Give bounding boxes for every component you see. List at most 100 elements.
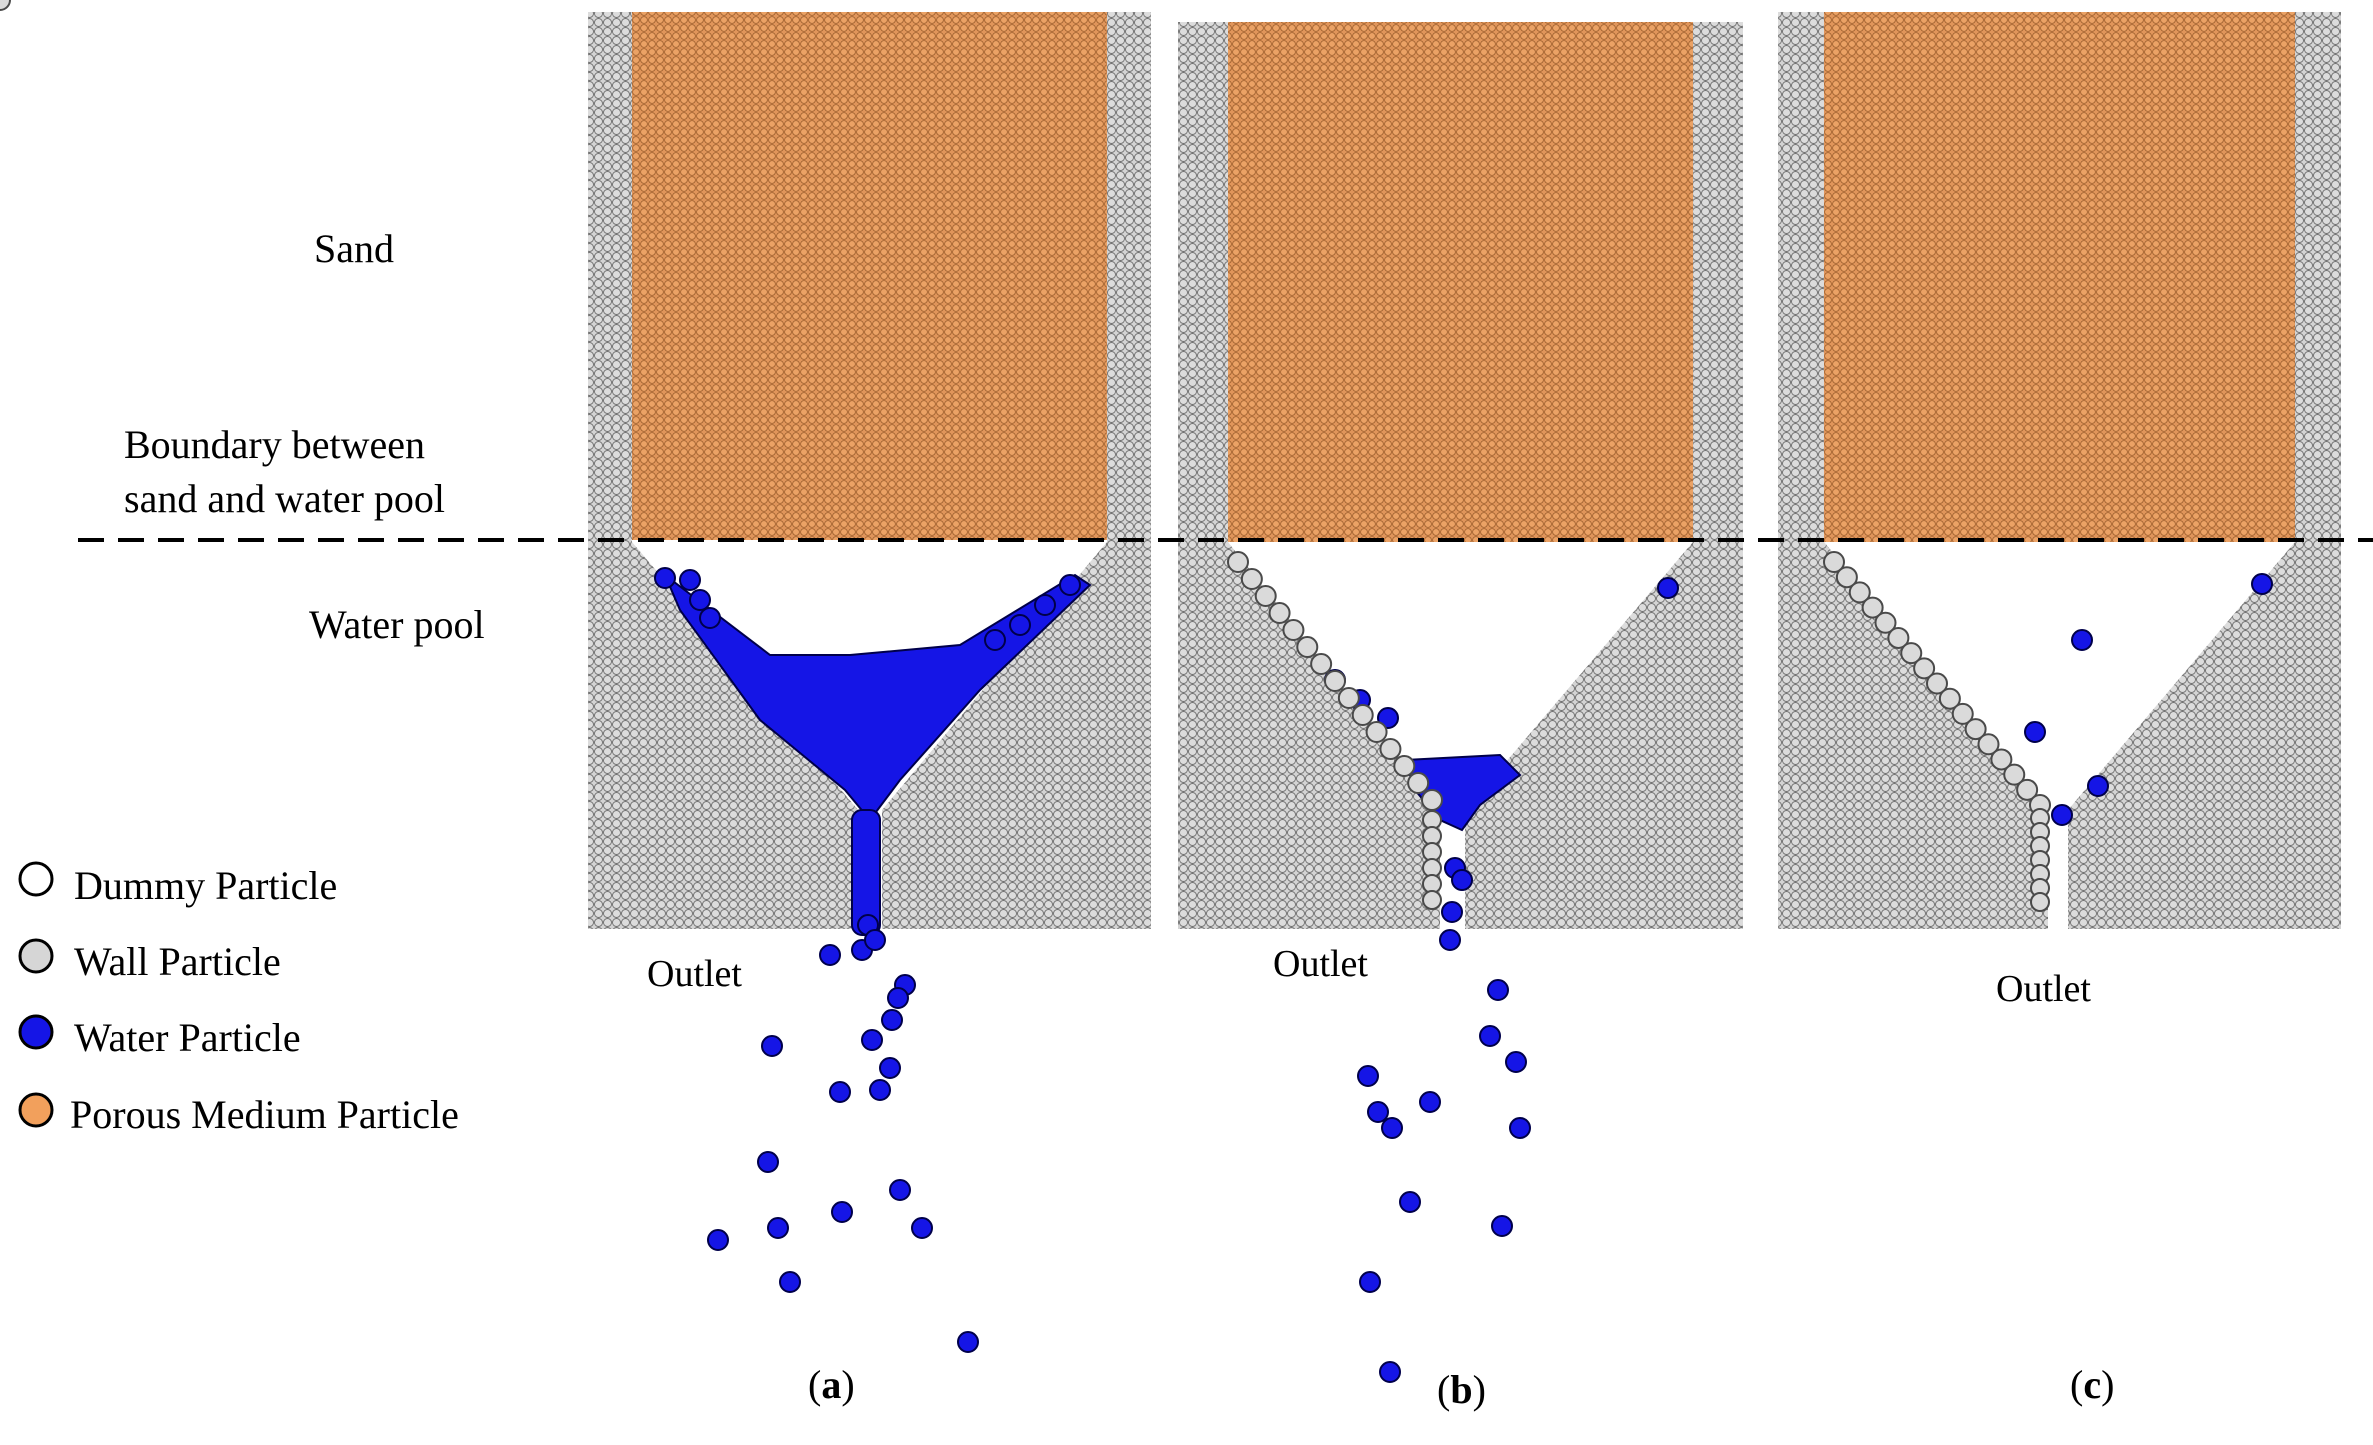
dummy-particle bbox=[1926, 672, 1948, 695]
dummy-particle bbox=[1407, 772, 1430, 794]
water-particle bbox=[889, 1179, 911, 1201]
water-particle bbox=[679, 569, 701, 591]
dummy-particle bbox=[1951, 702, 1974, 725]
dummy-particle bbox=[0, 0, 11, 11]
funnel-left-b bbox=[1178, 542, 1440, 929]
outlet-label-a: Outlet bbox=[647, 953, 742, 995]
water-particle bbox=[2071, 629, 2093, 651]
dummy-particle bbox=[1938, 687, 1961, 710]
dummy-particle bbox=[1227, 551, 1249, 573]
water-particle bbox=[1419, 1091, 1441, 1113]
water-particle bbox=[1359, 1271, 1381, 1293]
dummy-particle bbox=[1887, 626, 1910, 649]
water-particle bbox=[689, 589, 711, 611]
caption-c: (c) bbox=[2070, 1362, 2114, 1407]
water-particle bbox=[767, 1217, 789, 1239]
funnel-left-a bbox=[588, 542, 858, 929]
dummy-particle bbox=[1296, 636, 1319, 658]
right-wall-column-c bbox=[2295, 12, 2341, 544]
dummy-particle bbox=[1268, 602, 1291, 624]
water-particle bbox=[699, 607, 721, 629]
dummy-particle bbox=[1977, 733, 2000, 756]
dummy-particle bbox=[1351, 704, 1374, 726]
water-particle bbox=[1505, 1051, 1527, 1073]
water-particle bbox=[757, 1151, 779, 1173]
dummy-particle bbox=[1848, 581, 1871, 604]
dummy-particle bbox=[2030, 892, 2050, 912]
legend-marker-water bbox=[18, 1014, 54, 1050]
water-particle bbox=[1441, 901, 1463, 923]
legend: Dummy Particle Wall Particle Water Parti… bbox=[18, 861, 459, 1137]
boundary-label-line1: Boundary between bbox=[124, 422, 425, 467]
dummy-particle bbox=[1310, 653, 1333, 675]
right-wall-column-b bbox=[1693, 22, 1743, 544]
dummy-particle bbox=[1254, 585, 1277, 607]
water-particle bbox=[1451, 869, 1473, 891]
panel-b bbox=[1178, 22, 1743, 1383]
water-particle bbox=[911, 1217, 933, 1239]
boundary-label-line2: sand and water pool bbox=[124, 476, 445, 521]
water-particle bbox=[1377, 707, 1399, 729]
left-wall-column-a bbox=[588, 12, 632, 544]
dummy-particle bbox=[1421, 789, 1443, 811]
sand-label: Sand bbox=[314, 226, 394, 271]
outlet-label-c: Outlet bbox=[1996, 968, 2091, 1010]
water-particle bbox=[957, 1331, 979, 1353]
water-particle bbox=[881, 1009, 903, 1031]
legend-label-dummy: Dummy Particle bbox=[74, 863, 337, 908]
water-particle bbox=[1059, 574, 1081, 596]
water-particle bbox=[1491, 1215, 1513, 1237]
water-particle bbox=[887, 987, 909, 1009]
dummy-particle bbox=[1874, 611, 1897, 634]
dummy-particles-c bbox=[1823, 551, 2051, 912]
legend-item-porous: Porous Medium Particle bbox=[18, 1092, 459, 1137]
dummy-particle bbox=[1964, 718, 1987, 741]
water-particle bbox=[1367, 1101, 1389, 1123]
legend-label-wall: Wall Particle bbox=[74, 939, 281, 984]
dummy-particle bbox=[1282, 619, 1305, 641]
water-particle bbox=[654, 567, 676, 589]
legend-marker-dummy bbox=[18, 861, 54, 897]
water-particle bbox=[1479, 1025, 1501, 1047]
funnel-right-b bbox=[1465, 542, 1743, 929]
dummy-particle bbox=[1337, 687, 1360, 709]
legend-label-water: Water Particle bbox=[74, 1015, 301, 1060]
dummy-particle bbox=[2003, 763, 2026, 786]
panel-c bbox=[1778, 12, 2341, 929]
legend-item-wall: Wall Particle bbox=[18, 938, 281, 984]
dummy-particle bbox=[1393, 755, 1416, 777]
water-particle bbox=[984, 629, 1006, 651]
water-particle bbox=[1379, 1361, 1401, 1383]
water-particle bbox=[829, 1081, 851, 1103]
legend-item-water: Water Particle bbox=[18, 1014, 301, 1060]
water-particle bbox=[861, 1029, 883, 1051]
water-droplets-b bbox=[1324, 577, 1679, 1383]
water-particle bbox=[779, 1271, 801, 1293]
dummy-particle bbox=[1823, 551, 1845, 573]
caption-b: (b) bbox=[1437, 1367, 1486, 1412]
water-particle bbox=[1399, 1191, 1421, 1213]
dummy-particle bbox=[1990, 748, 2013, 771]
water-particle bbox=[819, 944, 841, 966]
dummy-particle bbox=[1240, 568, 1263, 590]
water-particle bbox=[2051, 804, 2073, 826]
water-droplets-c bbox=[2024, 573, 2273, 826]
dummy-particle bbox=[1861, 596, 1884, 619]
water-particle bbox=[1439, 929, 1461, 951]
dummy-particle bbox=[1900, 642, 1923, 665]
sand-region-b bbox=[1228, 22, 1693, 542]
outlet-label-b: Outlet bbox=[1273, 943, 1368, 985]
legend-label-porous: Porous Medium Particle bbox=[70, 1092, 459, 1137]
water-particle bbox=[761, 1035, 783, 1057]
dummy-particle bbox=[1379, 738, 1402, 760]
dummy-particles-a bbox=[0, 0, 11, 11]
water-particle bbox=[831, 1201, 853, 1223]
water-particle bbox=[1009, 614, 1031, 636]
water-droplets-a bbox=[654, 567, 1081, 1353]
dummy-particle bbox=[1913, 657, 1936, 680]
left-wall-column-b bbox=[1178, 22, 1228, 544]
water-particle bbox=[1487, 979, 1509, 1001]
dummy-particle bbox=[1835, 566, 1858, 589]
water-mass-a bbox=[662, 571, 1092, 822]
water-particle bbox=[864, 929, 886, 951]
